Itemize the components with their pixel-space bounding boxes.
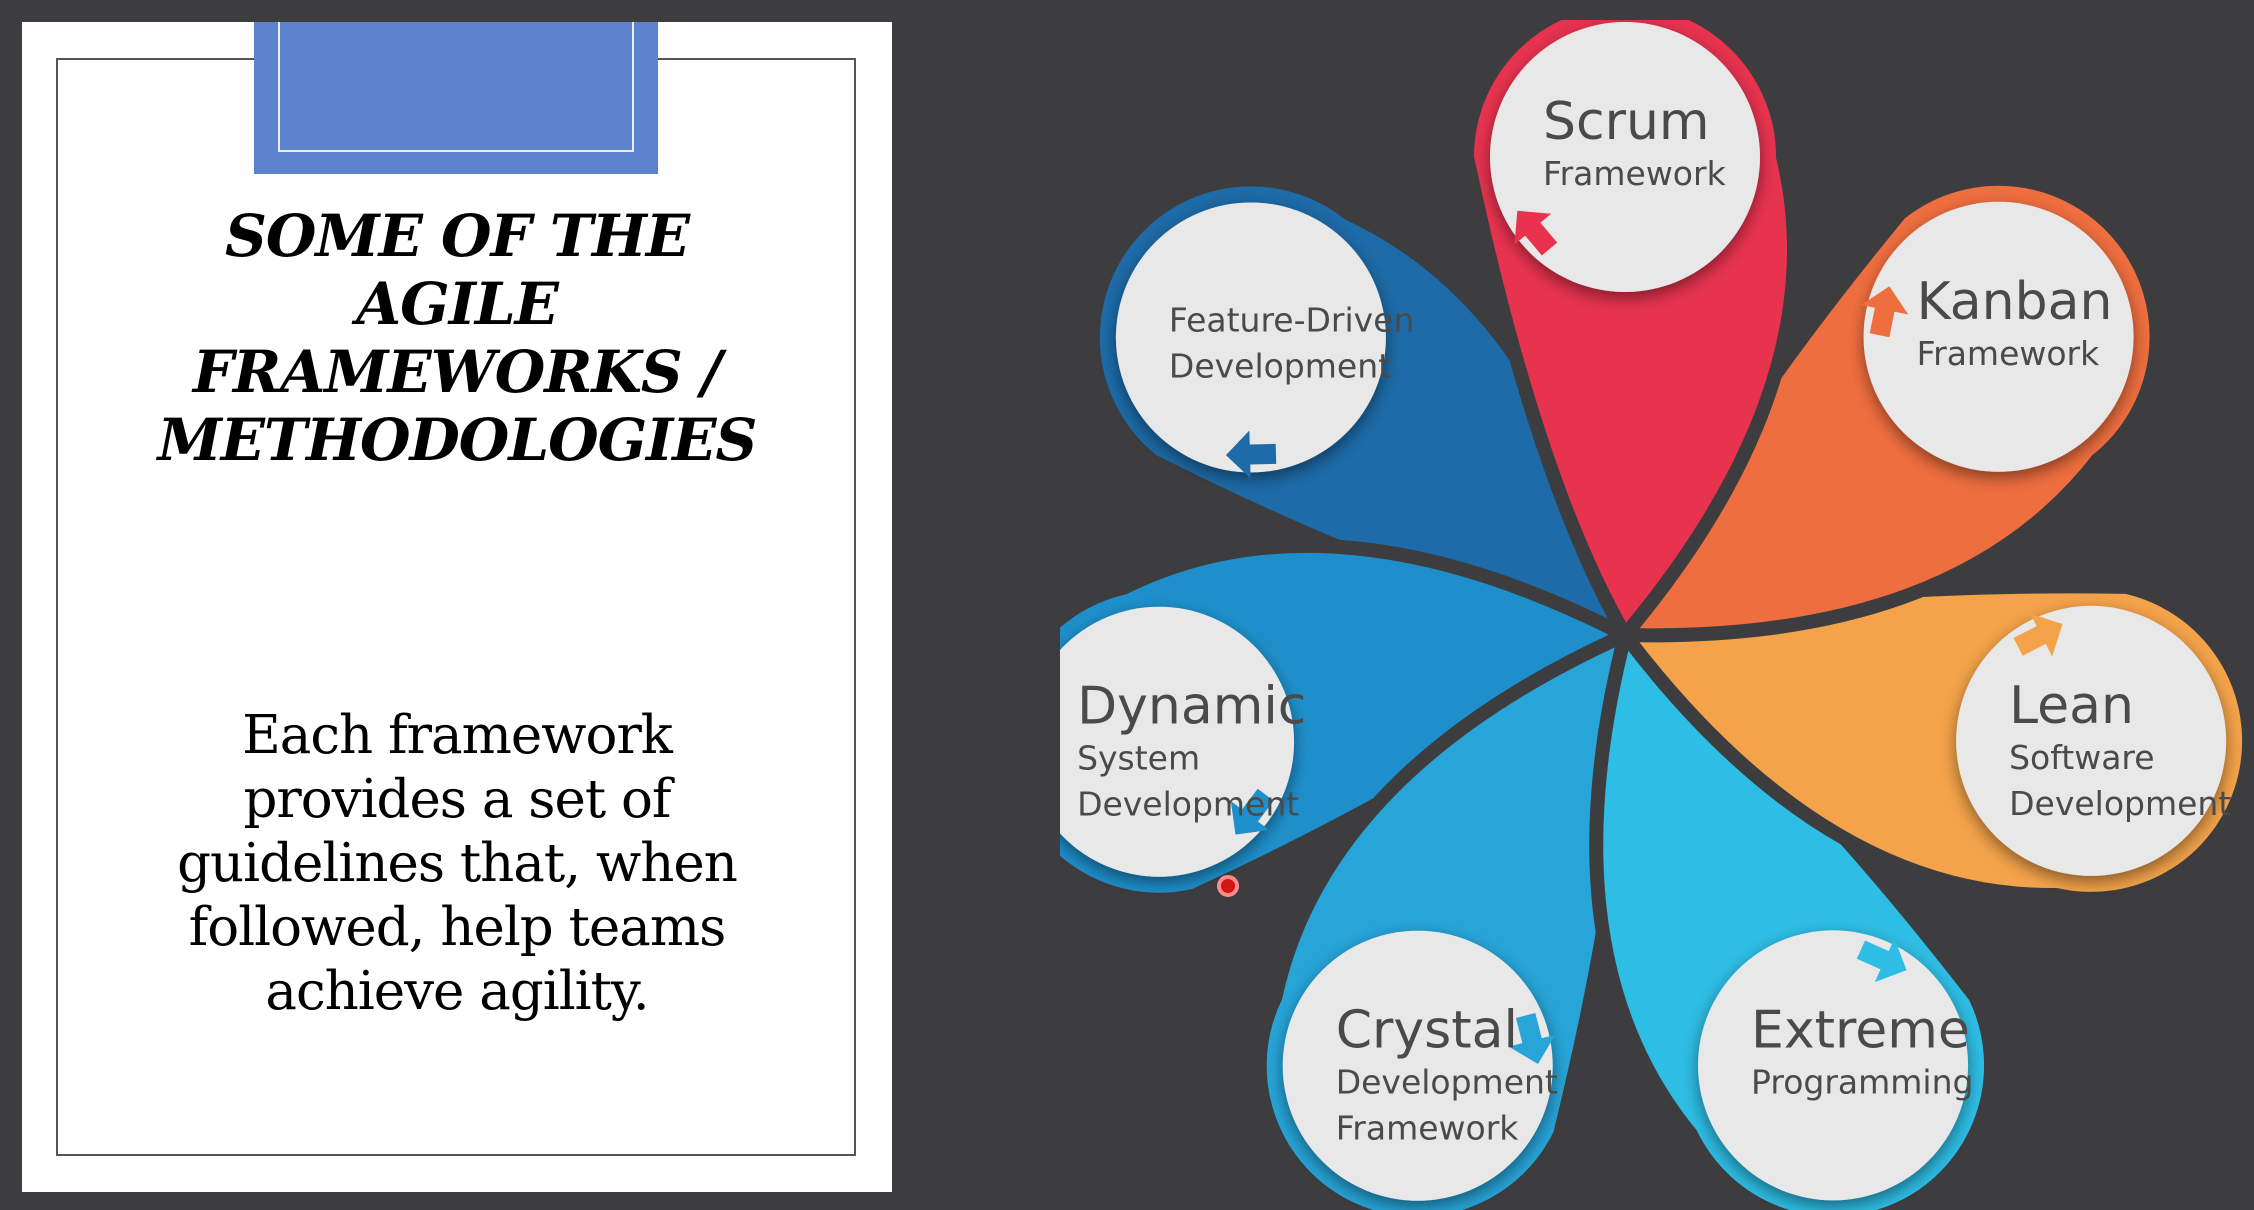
node-circles: [1060, 22, 2227, 1201]
body-line: guidelines that, when: [177, 833, 738, 894]
body-line: achieve agility.: [265, 961, 649, 1022]
accent-tab-inner: [278, 22, 634, 152]
body-line: followed, help teams: [188, 897, 727, 958]
node-title-crystal: Crystal: [1336, 1001, 1518, 1061]
arrow-icon: [1225, 430, 1277, 479]
node-circle-scrum: [1490, 22, 1760, 292]
node-circle-kanban: [1863, 201, 2134, 472]
arrow-icon: [1230, 788, 1274, 835]
arrow-icon: [1856, 938, 1907, 983]
body-line: provides a set of: [243, 769, 671, 830]
node-title-kanban: Kanban: [1917, 272, 2113, 332]
node-subtitle-lean: Development: [2009, 784, 2231, 823]
node-subtitle-kanban: Framework: [1917, 334, 2101, 373]
slide-body-text: Each framework provides a set of guideli…: [132, 704, 782, 1024]
accent-tab: [254, 22, 658, 174]
node-subtitle-dynamic: Development: [1077, 785, 1299, 824]
node-circle-fdd: [1115, 202, 1386, 473]
node-subtitle-crystal: Development: [1336, 1063, 1558, 1102]
node-subtitle-crystal: Framework: [1336, 1109, 1520, 1148]
title-line: FRAMEWORKS /: [192, 338, 722, 406]
node-circle-extreme: [1698, 930, 1969, 1201]
arrow-icon: [1508, 1013, 1556, 1064]
node-subtitle-scrum: Framework: [1543, 154, 1727, 193]
slide-card: SOME OF THE AGILE FRAMEWORKS / METHODOLO…: [22, 22, 892, 1192]
slide-title: SOME OF THE AGILE FRAMEWORKS / METHODOLO…: [82, 202, 832, 474]
arrow-icon: [2013, 613, 2063, 657]
laser-pointer-dot: [1217, 875, 1239, 897]
body-line: Each framework: [242, 705, 673, 766]
node-title-dynamic: Dynamic: [1077, 677, 1306, 737]
arrow-icon: [1861, 286, 1909, 338]
title-line: METHODOLOGIES: [157, 406, 758, 474]
node-subtitle-extreme: Programming: [1751, 1062, 1973, 1101]
node-title-extreme: Extreme: [1751, 1000, 1970, 1060]
arrow-icon: [1514, 210, 1558, 256]
node-circle-crystal: [1282, 930, 1553, 1201]
node-subtitle-dynamic: System: [1077, 739, 1200, 778]
node-circle-lean: [1956, 605, 2227, 876]
node-subtitle-fdd: Feature-Driven: [1169, 300, 1415, 339]
node-subtitle-fdd: Development: [1169, 346, 1391, 385]
title-line: AGILE: [356, 270, 559, 338]
title-line: SOME OF THE: [224, 202, 690, 270]
node-title-scrum: Scrum: [1543, 92, 1710, 152]
node-subtitle-lean: Software: [2009, 738, 2154, 777]
node-title-lean: Lean: [2009, 676, 2134, 736]
